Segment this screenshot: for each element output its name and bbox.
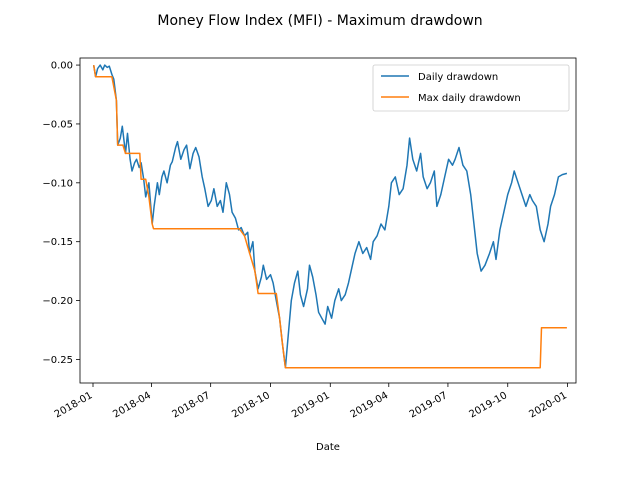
x-tick-label: 2019-01 [290,390,332,420]
series-layer [92,64,568,369]
legend: Daily drawdown Max daily drawdown [372,64,570,112]
x-axis: 2018-01 2018-04 2018-07 2018-10 2019-01 2019-… [53,383,569,420]
y-tick-label: −0.15 [42,237,73,248]
x-tick-label: 2018-07 [170,390,212,420]
y-tick-label: −0.05 [42,119,73,130]
x-tick-label: 2018-01 [53,390,95,420]
series-line-max-daily-drawdown [92,64,567,369]
x-tick-label: 2019-04 [349,390,391,420]
chart-title: Money Flow Index (MFI) - Maximum drawdow… [157,13,482,29]
plot-frame [79,57,577,384]
y-tick-label: 0.00 [51,61,73,72]
plot-area [80,58,576,383]
y-tick-label: −0.25 [42,355,73,366]
x-tick-label: 2020-01 [527,390,569,420]
y-axis: 0.00 −0.05 −0.10 −0.15 −0.20 −0.25 [42,61,80,366]
x-tick-label: 2018-10 [230,390,272,420]
y-tick-label: −0.10 [42,178,73,189]
x-axis-label: Date [316,442,340,453]
x-tick-label: 2018-04 [111,390,153,420]
y-tick-label: −0.20 [42,296,73,307]
x-tick-label: 2019-07 [408,390,450,420]
legend-label-daily-drawdown: Daily drawdown [418,72,498,83]
legend-box [372,64,570,112]
legend-label-max-daily-drawdown: Max daily drawdown [418,93,521,104]
x-tick-label: 2019-10 [468,390,510,420]
